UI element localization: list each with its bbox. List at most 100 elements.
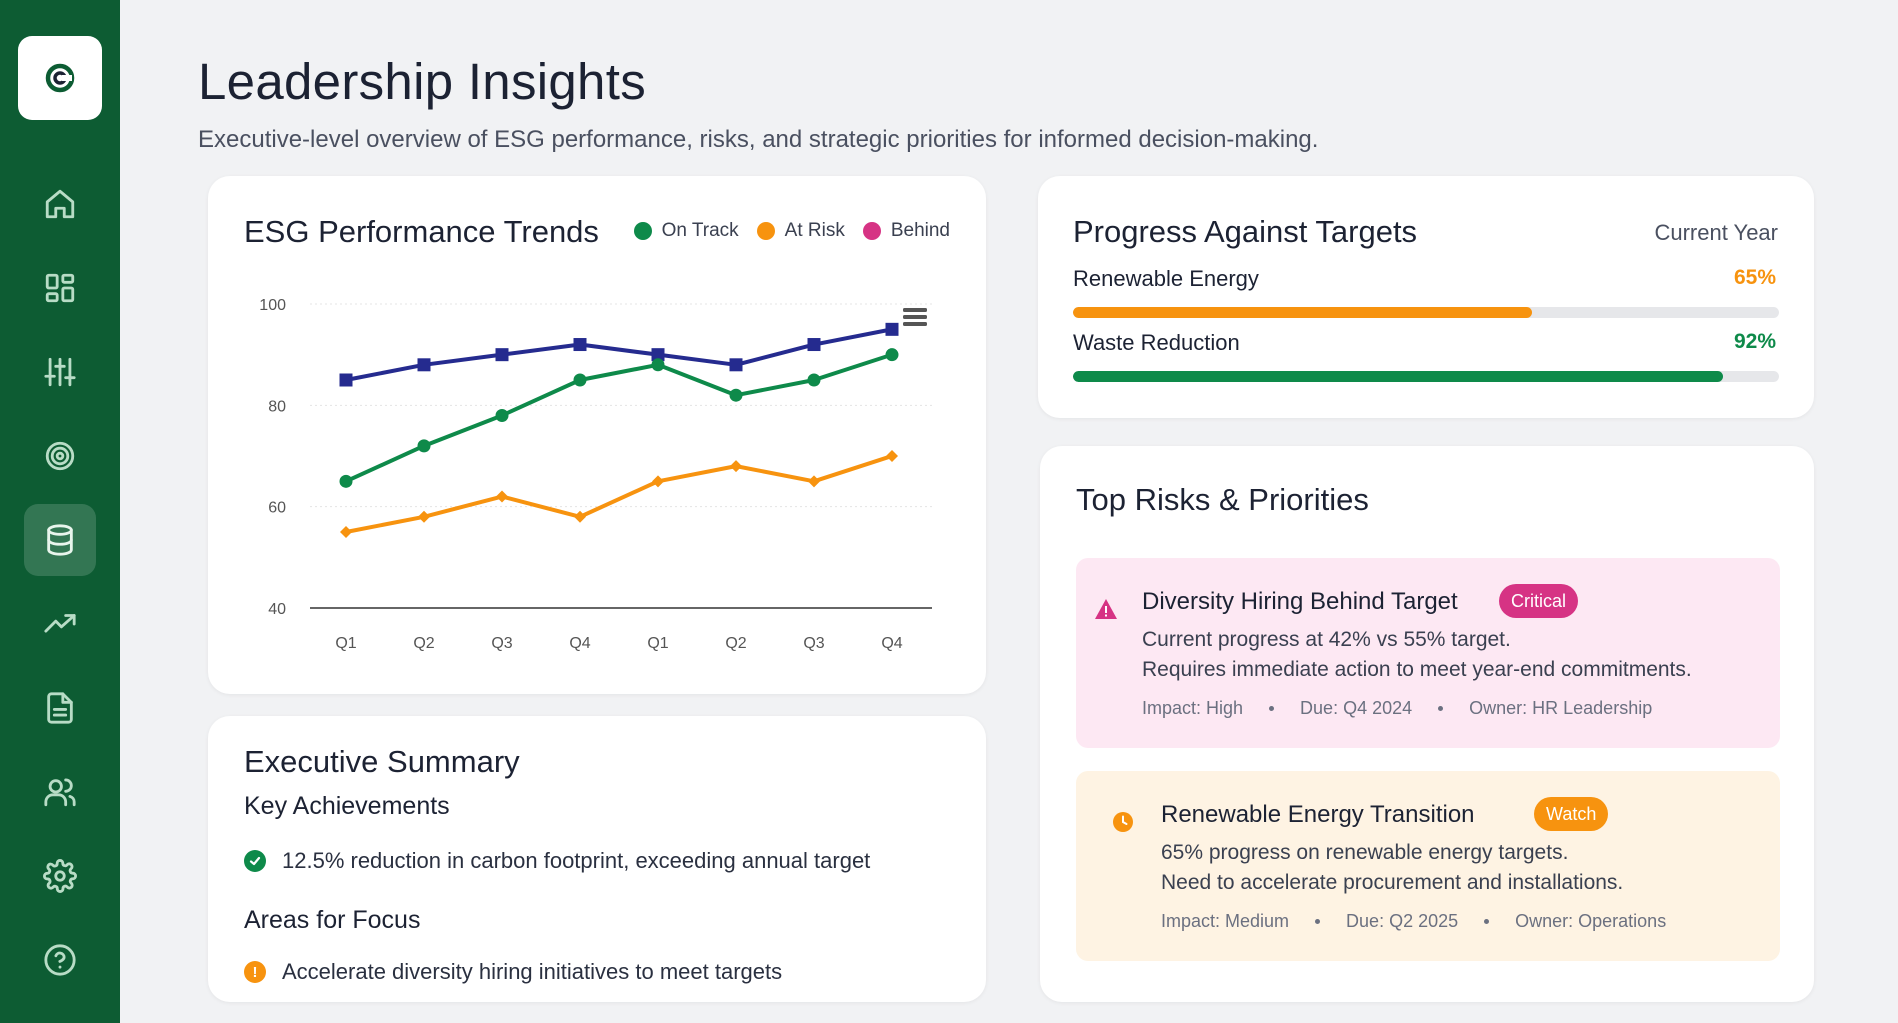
at-risk-dot-icon bbox=[756, 222, 775, 240]
data-point bbox=[496, 490, 508, 503]
x-tick-label: Q3 bbox=[491, 635, 512, 652]
data-point bbox=[651, 348, 665, 362]
document-icon bbox=[47, 692, 73, 724]
risk-meta: Impact: Medium Due: Q2 2025 Owner: Opera… bbox=[1161, 911, 1666, 932]
risk-desc-line: Need to accelerate procurement and insta… bbox=[1161, 871, 1624, 894]
separator-dot bbox=[1484, 919, 1490, 924]
period-selector[interactable]: Current Year bbox=[1654, 220, 1778, 245]
focus-item: ! Accelerate diversity hiring initiative… bbox=[244, 959, 782, 985]
data-point bbox=[651, 358, 665, 372]
progress-fill bbox=[1073, 371, 1723, 382]
risk-owner: Owner: HR Leadership bbox=[1469, 698, 1653, 718]
data-point bbox=[417, 358, 431, 372]
nav-dashboard[interactable] bbox=[24, 252, 96, 324]
risk-desc-line: Current progress at 42% vs 55% target. bbox=[1142, 628, 1511, 651]
y-tick-label: 80 bbox=[268, 398, 286, 415]
clock-icon bbox=[1113, 812, 1133, 832]
sliders-icon bbox=[44, 357, 76, 387]
users-icon bbox=[44, 778, 76, 807]
series-line bbox=[345, 352, 893, 484]
legend-at-risk[interactable]: At Risk bbox=[756, 220, 845, 242]
nav-targets[interactable] bbox=[24, 420, 96, 492]
data-point bbox=[885, 348, 899, 362]
chart-menu-icon[interactable] bbox=[903, 308, 927, 326]
data-point bbox=[339, 474, 353, 488]
risk-impact: Impact: Medium bbox=[1161, 911, 1290, 931]
progress-targets-card: Progress Against Targets Current Year Re… bbox=[1038, 176, 1814, 418]
legend-on-track[interactable]: On Track bbox=[633, 220, 739, 242]
risk-due: Due: Q4 2024 bbox=[1300, 698, 1413, 718]
data-point bbox=[886, 450, 898, 462]
y-tick-label: 60 bbox=[268, 500, 286, 517]
data-point bbox=[417, 439, 431, 453]
risks-title: Top Risks & Priorities bbox=[1076, 482, 1369, 517]
risk-title: Diversity Hiring Behind Target bbox=[1142, 588, 1458, 615]
data-point bbox=[730, 460, 742, 473]
x-tick-label: Q3 bbox=[803, 635, 824, 652]
warning-icon bbox=[1095, 599, 1117, 619]
separator-dot bbox=[1315, 919, 1321, 924]
x-tick-label: Q2 bbox=[725, 635, 746, 652]
status-badge: Watch bbox=[1534, 797, 1609, 831]
progress-bar-renewable bbox=[1073, 307, 1779, 318]
data-point bbox=[495, 408, 509, 422]
progress-title: Progress Against Targets bbox=[1073, 214, 1418, 249]
esg-performance-card: 40 60 80 100 Q1 Q2 Q3 Q4 Q1 Q2 Q3 Q4 ESG Performanc… bbox=[208, 176, 986, 694]
page-title: Leadership Insights bbox=[198, 53, 646, 110]
page-subtitle: Executive-level overview of ESG performa… bbox=[198, 126, 1319, 153]
menu-bar bbox=[903, 322, 927, 326]
nav-controls[interactable] bbox=[24, 336, 96, 408]
progress-label-waste: Waste Reduction bbox=[1073, 330, 1240, 355]
help-icon bbox=[44, 944, 76, 976]
risk-desc-line: Requires immediate action to meet year-e… bbox=[1142, 658, 1692, 681]
progress-label-renewable: Renewable Energy bbox=[1073, 266, 1259, 291]
data-point bbox=[885, 322, 899, 336]
risk-description: Current progress at 42% vs 55% target. R… bbox=[1142, 625, 1692, 685]
nav-home[interactable] bbox=[24, 168, 96, 240]
alert-circle-icon: ! bbox=[244, 961, 266, 983]
target-icon bbox=[45, 441, 75, 471]
nav-data[interactable] bbox=[24, 504, 96, 576]
legend-label: Behind bbox=[890, 220, 950, 241]
progress-value-waste: 92% bbox=[1733, 330, 1776, 353]
data-point bbox=[808, 475, 820, 488]
database-icon bbox=[47, 524, 73, 556]
achievement-text: 12.5% reduction in carbon footprint, exc… bbox=[282, 848, 871, 873]
y-tick-label: 40 bbox=[268, 601, 286, 618]
data-point bbox=[807, 338, 821, 352]
risk-impact: Impact: High bbox=[1142, 698, 1244, 718]
data-point bbox=[573, 338, 587, 352]
data-point bbox=[418, 510, 430, 523]
menu-bar bbox=[903, 308, 927, 312]
x-tick-label: Q4 bbox=[881, 635, 902, 652]
summary-title: Executive Summary bbox=[244, 744, 520, 779]
data-point bbox=[573, 373, 587, 387]
data-point bbox=[729, 388, 743, 402]
check-circle-icon bbox=[244, 850, 266, 872]
app-logo[interactable] bbox=[18, 36, 102, 120]
nav-help[interactable] bbox=[24, 924, 96, 996]
status-badge: Critical bbox=[1499, 584, 1579, 618]
home-icon bbox=[45, 189, 75, 219]
nav-settings[interactable] bbox=[24, 840, 96, 912]
data-point bbox=[652, 475, 664, 488]
risk-item-diversity[interactable]: Diversity Hiring Behind Target Critical … bbox=[1076, 558, 1780, 748]
esg-performance-chart: 40 60 80 100 Q1 Q2 Q3 Q4 Q1 Q2 Q3 Q4 bbox=[259, 297, 932, 652]
gear-icon bbox=[43, 859, 77, 893]
on-track-dot-icon bbox=[633, 222, 652, 240]
data-point bbox=[495, 348, 509, 362]
nav-trends[interactable] bbox=[24, 588, 96, 660]
risk-item-renewable[interactable]: Renewable Energy Transition Watch 65% pr… bbox=[1076, 771, 1780, 961]
focus-text: Accelerate diversity hiring initiatives … bbox=[282, 959, 783, 984]
series-line bbox=[345, 327, 893, 382]
data-point bbox=[339, 373, 353, 387]
nav-people[interactable] bbox=[24, 756, 96, 828]
y-tick-label: 100 bbox=[259, 297, 286, 314]
data-point bbox=[807, 373, 821, 387]
nav-reports[interactable] bbox=[24, 672, 96, 744]
x-tick-label: Q2 bbox=[413, 635, 434, 652]
data-point bbox=[574, 510, 586, 523]
data-point bbox=[340, 526, 352, 538]
sidebar bbox=[0, 0, 120, 1023]
legend-behind[interactable]: Behind bbox=[862, 220, 950, 242]
